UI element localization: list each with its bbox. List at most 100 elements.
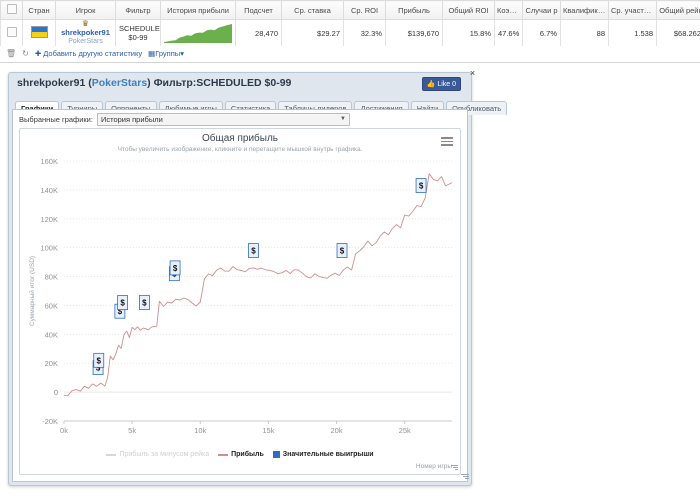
chart-subtitle: Чтобы увеличить изображение, кликните и … bbox=[117, 146, 363, 153]
panel-filter-value: SCHEDULED $0-99 bbox=[196, 77, 292, 89]
legend-label-profit: Прибыль bbox=[231, 451, 264, 458]
filter-line-2: $0-99 bbox=[128, 33, 148, 42]
svg-text:0: 0 bbox=[54, 388, 58, 397]
table-toolbar: 🗑 ↻ ✚ Добавить другую статистику ▦Группы… bbox=[0, 46, 700, 61]
player-site: PokerStars bbox=[68, 37, 103, 45]
chart-selector-label: Выбранные графики: bbox=[19, 115, 93, 124]
svg-text:160K: 160K bbox=[40, 157, 58, 166]
legend-item-profit[interactable]: Прибыль bbox=[218, 451, 264, 458]
row-count: 28,470 bbox=[235, 19, 282, 47]
sparkline-green-icon bbox=[164, 24, 232, 43]
stats-table-header-row: Стран Игрок Фильтр История прибыли Подсч… bbox=[0, 0, 700, 20]
svg-text:$: $ bbox=[120, 299, 125, 308]
facebook-like-button[interactable]: 👍 Like 0 bbox=[421, 77, 461, 91]
legend-swatch-profit bbox=[218, 453, 229, 456]
svg-text:20K: 20K bbox=[45, 359, 58, 368]
player-name[interactable]: shrekpoker91 bbox=[61, 27, 110, 37]
svg-text:80K: 80K bbox=[45, 273, 58, 282]
svg-text:$: $ bbox=[419, 182, 424, 191]
filter-line-1: SCHEDULED bbox=[119, 24, 160, 33]
svg-text:$: $ bbox=[251, 247, 256, 256]
col-coeff[interactable]: Коэфф bbox=[494, 0, 523, 20]
add-icon: ✚ bbox=[34, 49, 42, 58]
chart-body: Выбранные графики: История прибыли ▼ Общ… bbox=[12, 109, 468, 482]
thumbs-up-icon: 👍 bbox=[426, 81, 436, 88]
col-avg-roi[interactable]: Ср. ROI bbox=[343, 0, 386, 20]
stats-table-container: Стран Игрок Фильтр История прибыли Подсч… bbox=[0, 0, 700, 63]
svg-text:$: $ bbox=[340, 247, 345, 256]
groups-button[interactable]: ▦Группы▾ bbox=[148, 49, 184, 58]
legend-swatch-big-wins bbox=[272, 451, 280, 458]
col-avg-stake[interactable]: Ср. ставка bbox=[281, 0, 344, 20]
row-select-cell[interactable] bbox=[0, 19, 23, 47]
hamburger-menu-icon[interactable] bbox=[441, 135, 453, 148]
legend-item-big-wins[interactable]: Значительные выигрыши bbox=[272, 451, 374, 458]
chart-resize-grip-icon[interactable] bbox=[450, 464, 458, 472]
col-total-roi[interactable]: Общий ROI bbox=[442, 0, 495, 20]
svg-text:-20K: -20K bbox=[42, 417, 58, 426]
panel-title-open: ( bbox=[88, 77, 92, 89]
col-qualification[interactable]: Квалификац bbox=[560, 0, 609, 20]
svg-text:$: $ bbox=[173, 264, 178, 273]
panel-title-user: shrekpoker91 bbox=[17, 77, 86, 89]
chevron-down-icon: ▼ bbox=[340, 116, 346, 122]
svg-text:10k: 10k bbox=[194, 426, 206, 435]
svg-text:20k: 20k bbox=[331, 426, 343, 435]
row-avg-stake: $29.27 bbox=[281, 19, 344, 47]
chart-legend: Прибыль за минусом рейка Прибыль Значите… bbox=[20, 451, 460, 458]
svg-text:15k: 15k bbox=[262, 426, 274, 435]
legend-label-big-wins: Значительные выигрыши bbox=[282, 451, 374, 458]
col-player[interactable]: Игрок bbox=[55, 0, 116, 20]
svg-text:140K: 140K bbox=[40, 186, 58, 195]
svg-text:40K: 40K bbox=[45, 330, 58, 339]
trophy-icon: ♛ bbox=[81, 19, 90, 28]
col-count[interactable]: Подсчет bbox=[235, 0, 282, 20]
panel-title-site[interactable]: PokerStars bbox=[91, 77, 148, 89]
svg-text:$: $ bbox=[142, 299, 147, 308]
svg-text:25k: 25k bbox=[399, 426, 411, 435]
col-profit[interactable]: Прибыль bbox=[385, 0, 443, 20]
legend-label-profit-minus-rake: Прибыль за минусом рейка bbox=[119, 451, 210, 458]
player-stats-panel: shrekpoker91 (PokerStars) Фильтр:SCHEDUL… bbox=[8, 69, 508, 486]
svg-text:$: $ bbox=[96, 364, 101, 373]
close-icon[interactable]: × bbox=[469, 68, 476, 78]
select-all-checkbox[interactable] bbox=[6, 4, 17, 14]
x-axis-label: Номер игры bbox=[415, 463, 452, 470]
row-avg-roi: 32.3% bbox=[343, 19, 386, 47]
legend-item-profit-minus-rake[interactable]: Прибыль за минусом рейка bbox=[106, 451, 209, 458]
chart-selector-value: История прибыли bbox=[100, 115, 163, 124]
add-statistic-label: Добавить другую статистику bbox=[43, 49, 143, 58]
row-cases: 6.7% bbox=[522, 19, 561, 47]
svg-text:0k: 0k bbox=[60, 426, 68, 435]
chart-selector-bar: Выбранные графики: История прибыли ▼ bbox=[13, 110, 467, 127]
col-filter[interactable]: Фильтр bbox=[115, 0, 161, 20]
chart-card: Общая прибыль Чтобы увеличить изображени… bbox=[19, 128, 461, 475]
row-avg-players: 1.538 bbox=[608, 19, 657, 47]
col-country[interactable]: Стран bbox=[22, 0, 56, 20]
row-coeff: 47.6% bbox=[494, 19, 523, 47]
row-total-roi: 15.8% bbox=[442, 19, 495, 47]
col-cases[interactable]: Случаи р bbox=[522, 0, 561, 20]
flag-ukraine-icon bbox=[30, 26, 48, 38]
refresh-icon[interactable]: ↻ bbox=[22, 49, 29, 58]
col-profit-history[interactable]: История прибыли bbox=[160, 0, 236, 20]
col-total-rake[interactable]: Общий рейк bbox=[656, 0, 700, 20]
chart-selector-dropdown[interactable]: История прибыли ▼ bbox=[96, 113, 350, 126]
svg-text:$: $ bbox=[118, 307, 123, 316]
chevron-down-icon: ▾ bbox=[180, 49, 184, 58]
add-statistic-button[interactable]: ✚ Добавить другую статистику bbox=[35, 49, 142, 58]
stats-table: Стран Игрок Фильтр История прибыли Подсч… bbox=[0, 0, 700, 47]
row-checkbox[interactable] bbox=[6, 27, 17, 37]
row-player-cell[interactable]: ♛ shrekpoker91 PokerStars bbox=[55, 19, 116, 47]
panel-resize-grip-icon[interactable] bbox=[459, 473, 469, 483]
col-avg-players[interactable]: Ср. участник bbox=[608, 0, 657, 20]
groups-icon: ▦ bbox=[148, 49, 156, 58]
row-country-cell bbox=[22, 19, 56, 47]
col-select[interactable] bbox=[0, 0, 23, 20]
table-row[interactable]: ♛ shrekpoker91 PokerStars SCHEDULED $0-9… bbox=[0, 19, 700, 47]
row-filter-cell: SCHEDULED $0-99 bbox=[115, 19, 161, 47]
row-profit: $139,670 bbox=[385, 19, 443, 47]
trash-icon[interactable]: 🗑 bbox=[6, 49, 17, 58]
profit-line-chart[interactable]: -20K 0 20K 40K 60K 80K 100K 120K 140K 160K 0k 5k 10k… bbox=[20, 129, 460, 474]
panel-filter-label: Фильтр: bbox=[153, 77, 197, 89]
